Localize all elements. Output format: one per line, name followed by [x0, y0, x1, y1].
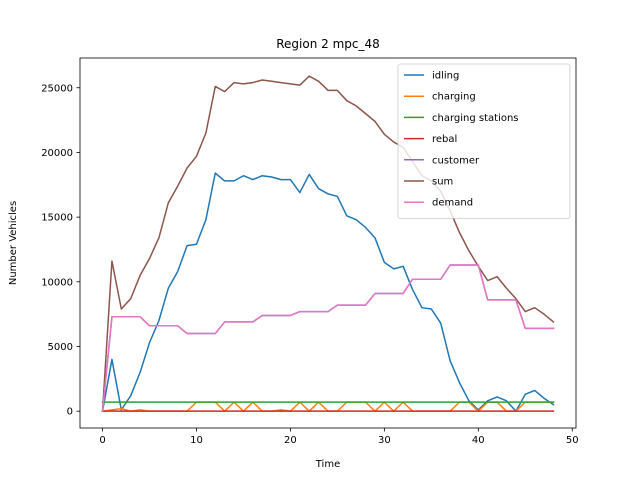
- legend-label: idling: [432, 71, 459, 82]
- plot-area: 0 10 20 30 40 50 0 5000 10000 15000 20000 25000: [41, 57, 579, 446]
- y-tick-label: 0: [67, 407, 73, 418]
- y-tick-label: 20000: [41, 148, 73, 159]
- x-tick-label: 10: [190, 435, 203, 446]
- x-tick-label: 0: [99, 435, 105, 446]
- legend-label: charging stations: [432, 113, 519, 124]
- x-tick-label: 40: [472, 435, 485, 446]
- y-axis-label: Number Vehicles: [8, 201, 19, 285]
- y-tick-label: 25000: [41, 83, 73, 94]
- legend: idling charging charging stations rebal cust…: [397, 63, 571, 219]
- legend-label: sum: [432, 177, 453, 188]
- chart-title: Region 2 mpc_48: [276, 37, 380, 51]
- series-group: [101, 75, 555, 413]
- legend-label: rebal: [432, 134, 457, 145]
- y-tick-label: 5000: [48, 342, 73, 353]
- y-tick-label: 15000: [41, 213, 73, 224]
- legend-label: demand: [432, 198, 473, 209]
- series-line-demand: [101, 264, 555, 413]
- y-tick-label: 10000: [41, 277, 73, 288]
- x-tick-label: 20: [284, 435, 297, 446]
- legend-box: [397, 63, 571, 219]
- legend-label: charging: [432, 92, 476, 103]
- series-line-idling: [101, 172, 555, 413]
- x-axis-label: Time: [315, 459, 340, 470]
- axes-frame: [79, 57, 577, 429]
- x-tick-label: 50: [566, 435, 579, 446]
- x-tick-label: 30: [378, 435, 391, 446]
- legend-label: customer: [432, 155, 480, 166]
